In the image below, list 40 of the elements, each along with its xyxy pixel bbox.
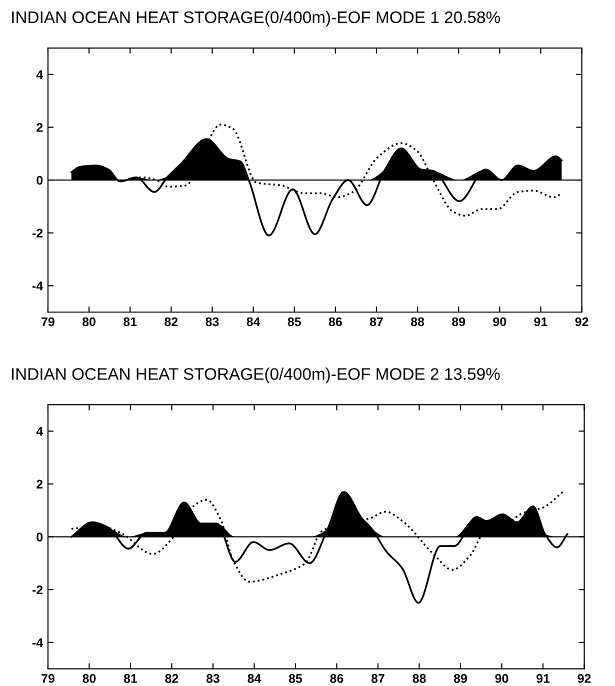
x-tick-label: 92 [578, 674, 591, 683]
x-tick-label: 79 [42, 674, 54, 683]
x-tick-label: 83 [206, 317, 219, 326]
x-tick-label: 86 [330, 674, 344, 683]
x-tick-label: 81 [124, 317, 137, 326]
x-tick-label: 91 [534, 317, 548, 326]
x-tick-label: 88 [410, 317, 424, 326]
x-tick-label: 90 [495, 674, 508, 683]
y-tick-label: -2 [32, 228, 43, 238]
x-tick-label: 82 [164, 317, 178, 326]
x-tick-label: 81 [124, 674, 138, 683]
chart-title: INDIAN OCEAN HEAT STORAGE(0/400m)-EOF MODE 2 13.59% [12, 368, 500, 384]
y-tick-label: -2 [32, 585, 43, 594]
x-tick-label: 92 [575, 317, 588, 326]
x-tick-label: 87 [370, 317, 383, 326]
x-tick-label: 85 [288, 317, 301, 326]
x-tick-label: 86 [328, 317, 342, 326]
x-tick-label: 84 [246, 317, 260, 326]
x-tick-label: 84 [248, 674, 262, 683]
x-tick-label: 88 [412, 674, 426, 683]
y-tick-label: 2 [36, 480, 43, 488]
chart-title: INDIAN OCEAN HEAT STORAGE(0/400m)-EOF MODE 1 20.58% [12, 10, 500, 26]
x-tick-label: 89 [454, 674, 467, 683]
y-tick-label: 2 [36, 123, 43, 132]
x-tick-label: 91 [536, 674, 550, 683]
x-tick-label: 85 [288, 674, 302, 683]
x-tick-label: 80 [82, 674, 96, 683]
x-tick-label: 90 [493, 317, 506, 326]
x-tick-label: 89 [452, 317, 466, 326]
x-tick-label: 82 [165, 674, 178, 683]
y-tick-label: -4 [32, 638, 44, 647]
y-tick-label: 0 [36, 176, 43, 185]
x-tick-label: 87 [371, 674, 384, 683]
x-tick-label: 80 [82, 317, 96, 326]
y-tick-label: 4 [36, 427, 44, 436]
y-tick-label: 4 [36, 70, 44, 79]
x-tick-label: 79 [42, 317, 54, 326]
y-tick-label: 0 [36, 532, 43, 542]
x-tick-label: 83 [206, 674, 220, 683]
y-tick-label: -4 [32, 282, 44, 290]
